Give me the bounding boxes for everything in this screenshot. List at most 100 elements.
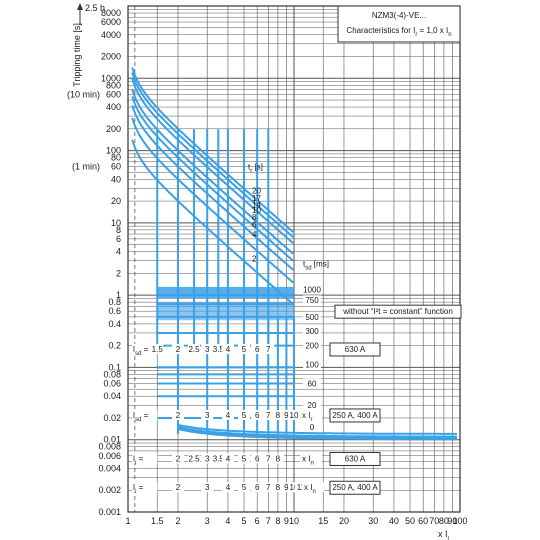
isd-row-2-value: 3: [205, 411, 210, 420]
isd-row-1-label: Isd =: [133, 345, 149, 357]
tr-value-label: 20: [252, 187, 261, 196]
tsd-label-bg: [303, 295, 321, 305]
y-tick-label: 0.2: [108, 341, 121, 351]
ii-row-2-label: Ii =: [133, 483, 144, 495]
x-tick-label: 8: [275, 516, 280, 526]
chart-title: NZM3(-4)-VE...: [372, 11, 426, 20]
row-value-bg: [238, 453, 251, 464]
y-tick-label: 0.001: [98, 507, 121, 517]
x-tick-label: 90: [447, 516, 457, 526]
note-box: [334, 304, 462, 319]
y-tick-label: 0.006: [98, 451, 121, 461]
tsd-value-label: 60: [308, 379, 317, 388]
long-time-curve: [131, 117, 294, 284]
y-tick-label: 2: [116, 268, 121, 278]
instantaneous-tail: [177, 424, 457, 435]
y-tick-label: 100: [106, 146, 121, 156]
ii-row-2-unit: x In: [304, 483, 316, 495]
row-value-bg: [251, 453, 264, 464]
y-tick-label: 0.4: [108, 319, 121, 329]
tsd-label-bg: [303, 284, 321, 294]
x-tick-label: 3: [205, 516, 210, 526]
y-tick-label: 20: [111, 196, 121, 206]
isd-row-2-box-text: 250 A, 400 A: [332, 411, 378, 420]
row-value-bg: [221, 482, 234, 493]
ii-row-2-value: 8: [276, 483, 281, 492]
tsd-label-bg: [303, 378, 321, 388]
ii-row-1-value: 2.5: [188, 454, 200, 463]
isd-row-2-value: 7: [266, 411, 271, 420]
row-label-bg: [132, 409, 158, 420]
ii-row-1-value: 2: [176, 454, 181, 463]
y-tick-label: 200: [106, 124, 121, 134]
tr-header: tr [s]: [248, 162, 263, 174]
row-value-bg: [151, 343, 164, 354]
chart-grid: [127, 5, 461, 513]
y-tick-label: 0.02: [103, 413, 121, 423]
tsd-value-label: 100: [305, 360, 319, 369]
row-label-bg: [132, 482, 158, 493]
long-time-curve: [131, 88, 294, 255]
row-value-bg: [171, 482, 184, 493]
tsd-band-block: [157, 286, 294, 299]
y-tick-label: 0.004: [98, 463, 121, 473]
tr-value-label: 8: [252, 213, 257, 222]
row-value-bg: [171, 343, 184, 354]
plot-frame: [127, 5, 461, 513]
isd-row-1-value: 3: [205, 345, 210, 354]
y-tick-label: 0.6: [108, 306, 121, 316]
row-value-bg: [262, 409, 275, 420]
x-tick-label: 30: [368, 516, 378, 526]
row-value-bg: [188, 343, 201, 354]
row-label-bg: [132, 453, 158, 464]
row-value-bg: [288, 482, 300, 493]
x-tick-label: 15: [318, 516, 328, 526]
isd-row-2-label: Isd =: [133, 411, 149, 423]
tsd-label-bg: [303, 311, 321, 321]
row-value-bg: [294, 482, 307, 493]
y-tick-label: 1: [116, 290, 121, 300]
ii-row-1-value: 6: [255, 454, 260, 463]
row-value-bg: [262, 343, 275, 354]
isd-row-1-value: 1.5: [152, 345, 164, 354]
tr-value-label: 10: [252, 206, 261, 215]
x-axis-title: x Ir: [438, 529, 450, 540]
row-value-bg: [262, 453, 275, 464]
y-tick-label: 0.8: [108, 297, 121, 307]
ii-row-1-value: 3: [205, 454, 210, 463]
ii-row-1-box-text: 630 A: [345, 454, 366, 463]
ii-row-1-unit: x In: [302, 454, 314, 466]
y-tick-label: 0.04: [103, 391, 121, 401]
row-value-bg: [271, 409, 284, 420]
x-tick-label: 5: [242, 516, 247, 526]
tsd-label-bg: [303, 400, 321, 410]
row-value-bg: [188, 453, 201, 464]
tsd-label-bg: [303, 421, 321, 431]
row-value-bg: [221, 409, 234, 420]
long-time-curve: [131, 72, 294, 238]
x-tick-label: 7: [266, 516, 271, 526]
x-tick-label: 1: [125, 516, 130, 526]
row-value-bg: [262, 482, 275, 493]
tr-value-label: 6: [252, 220, 257, 229]
row-value-bg: [238, 343, 251, 354]
row-value-bg: [280, 409, 293, 420]
y-tick-label: 1000: [101, 73, 121, 83]
ii-row-2-value: 6: [255, 483, 260, 492]
y-tick-label: 6000: [101, 17, 121, 27]
row-value-bg: [201, 453, 214, 464]
ii-row-2-value: 5: [242, 483, 247, 492]
instantaneous-tail: [177, 427, 457, 441]
ii-row-1-value: 7: [266, 454, 271, 463]
ii-row-1-value: 8: [276, 454, 281, 463]
ii-row-2-value: 9: [284, 483, 289, 492]
tsd-value-label: 750: [305, 296, 319, 305]
y-tick-label: 0.08: [103, 369, 121, 379]
row-value-bg: [171, 453, 184, 464]
y-extra-label: (10 min): [67, 89, 100, 99]
y-tick-label: 400: [106, 102, 121, 112]
instantaneous-tail: [177, 427, 457, 440]
y-tick-label: 8000: [101, 8, 121, 18]
ii-row-2-value: 3: [205, 483, 210, 492]
isd-row-2-value: 2: [176, 411, 181, 420]
